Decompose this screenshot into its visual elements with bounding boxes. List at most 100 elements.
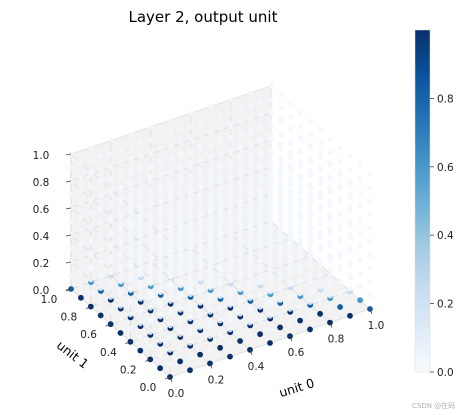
x-axis-label: unit 0: [277, 375, 316, 400]
data-point: [97, 312, 104, 319]
data-point: [188, 124, 194, 130]
data-point: [157, 325, 163, 331]
data-point: [137, 188, 144, 194]
data-point: [357, 203, 363, 209]
data-point: [68, 218, 74, 225]
data-point: [267, 286, 273, 292]
data-point: [137, 321, 143, 327]
data-point: [267, 326, 273, 333]
data-point: [297, 134, 304, 140]
data-point: [137, 253, 143, 259]
data-point: [257, 210, 263, 216]
data-point: [227, 340, 233, 346]
colorbar-gradient: [414, 29, 431, 373]
data-point: [147, 210, 153, 217]
data-point: [98, 218, 104, 224]
data-point: [197, 206, 203, 212]
data-point: [187, 273, 193, 279]
data-point: [257, 147, 264, 153]
data-point: [217, 277, 223, 283]
data-point: [247, 279, 253, 285]
data-point: [117, 235, 124, 242]
data-point: [217, 223, 223, 229]
data-point: [347, 259, 353, 265]
data-point: [357, 176, 363, 182]
data-point: [227, 327, 233, 333]
data-point: [88, 223, 94, 229]
x-tick-label: 0.8: [328, 334, 345, 346]
data-point: [297, 317, 303, 324]
data-point: [227, 273, 233, 279]
data-point: [228, 134, 234, 141]
data-point: [78, 268, 84, 274]
data-point: [228, 97, 234, 103]
data-point: [307, 167, 313, 173]
data-point: [257, 264, 263, 270]
data-point: [327, 136, 333, 142]
data-point: [187, 197, 193, 203]
data-point: [148, 173, 154, 179]
data-point: [88, 196, 94, 202]
data-point: [357, 230, 363, 236]
data-point: [167, 252, 173, 259]
data-point: [98, 177, 104, 183]
data-point: [117, 262, 124, 269]
data-point: [347, 178, 353, 184]
data-point: [327, 185, 333, 191]
data-point: [147, 343, 153, 349]
data-point: [217, 291, 223, 297]
data-point: [237, 203, 243, 209]
data-point: [277, 154, 284, 160]
data-point: [287, 174, 293, 180]
data-point: [267, 170, 273, 176]
data-point: [197, 230, 203, 236]
data-point: [257, 291, 263, 297]
data-point: [317, 270, 323, 276]
data-point: [347, 312, 353, 319]
data-point: [157, 230, 163, 236]
data-point: [78, 254, 84, 260]
data-point: [248, 114, 254, 120]
data-point: [257, 223, 263, 229]
data-point: [337, 250, 343, 256]
data-point: [287, 149, 293, 155]
data-point: [307, 180, 313, 187]
data-point: [117, 276, 124, 282]
data-point: [207, 320, 213, 326]
data-point: [357, 243, 363, 249]
data-point: [78, 200, 84, 206]
data-point: [108, 308, 114, 314]
data-point: [327, 174, 333, 180]
data-point: [188, 148, 194, 154]
axes-ticks: 0.00.20.40.60.81.00.00.20.40.60.81.00.00…: [33, 150, 385, 400]
data-point: [297, 158, 303, 164]
data-point: [98, 258, 104, 264]
data-point: [78, 281, 84, 287]
data-point: [288, 114, 294, 120]
data-point: [157, 298, 163, 304]
data-point: [247, 212, 253, 218]
data-point: [277, 216, 283, 222]
data-point: [128, 144, 134, 150]
data-point: [197, 271, 203, 277]
data-point: [98, 245, 104, 251]
data-point: [207, 201, 213, 207]
data-point: [237, 257, 243, 263]
data-point: [88, 263, 94, 269]
y-tick-mark: [85, 306, 91, 309]
data-point: [198, 132, 204, 139]
colorbar-tick-label: 0.0: [437, 367, 454, 379]
data-point: [88, 209, 94, 215]
data-point: [228, 121, 234, 127]
data-point: [367, 252, 373, 258]
data-point: [207, 266, 213, 272]
data-point: [147, 235, 153, 241]
z-tick-mark: [65, 288, 72, 291]
data-point: [297, 291, 303, 297]
data-point: [287, 239, 293, 245]
data-point: [278, 92, 284, 98]
data-point: [278, 130, 284, 136]
y-tick-label: 0.4: [100, 347, 117, 359]
data-point: [238, 119, 244, 125]
data-point: [287, 212, 293, 218]
